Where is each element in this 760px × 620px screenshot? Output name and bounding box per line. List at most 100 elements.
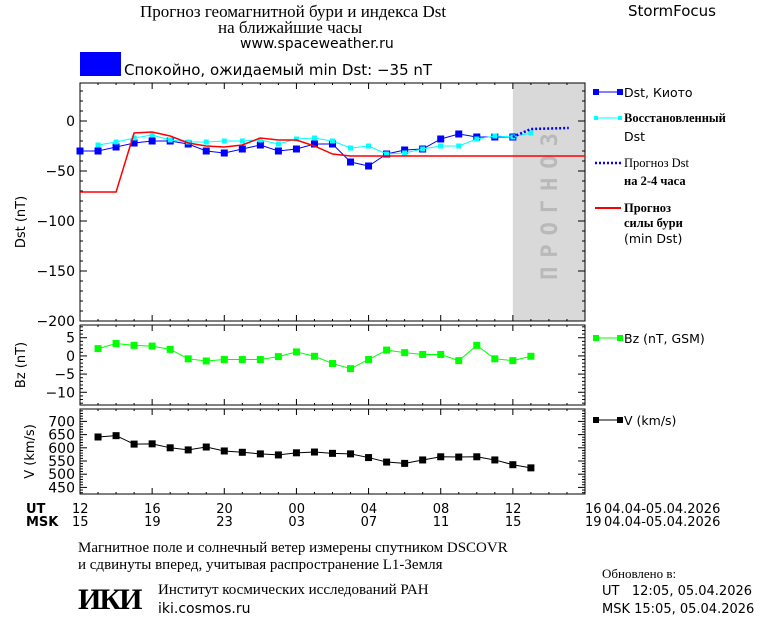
- updated-ut: UT 12:05, 05.04.2026: [602, 584, 753, 599]
- data-point: [492, 133, 498, 139]
- legend-swatch-marker: [593, 417, 599, 423]
- data-point: [310, 352, 318, 360]
- data-point: [184, 355, 192, 363]
- msk-date-range: 04.04-05.04.2026: [604, 515, 721, 530]
- x-tick-label: 12: [504, 502, 522, 517]
- data-point: [491, 456, 499, 464]
- y-tick-label: 550: [48, 454, 75, 470]
- data-point: [348, 145, 354, 151]
- data-point: [94, 345, 102, 353]
- data-point: [509, 461, 517, 469]
- legend-storm-1: Прогноз: [624, 201, 672, 215]
- data-point: [166, 345, 174, 353]
- data-point: [509, 357, 517, 365]
- y-tick-label: −200: [37, 314, 75, 330]
- data-point: [527, 352, 535, 360]
- updated-msk: MSK 15:05, 05.04.2026: [602, 602, 755, 617]
- y-axis-label: Dst (nT): [14, 196, 29, 248]
- data-point: [366, 143, 372, 149]
- y-tick-label: 450: [48, 480, 75, 496]
- data-point: [347, 365, 355, 373]
- data-point: [202, 443, 210, 451]
- data-point: [292, 348, 300, 356]
- data-point: [330, 138, 335, 144]
- y-axis-label: V (km/s): [23, 424, 38, 479]
- data-point: [365, 454, 373, 462]
- data-point: [401, 146, 409, 154]
- data-point: [256, 141, 264, 149]
- data-point: [112, 340, 120, 348]
- plot-frame: [79, 82, 586, 322]
- x-tick-label: 11: [432, 515, 450, 530]
- data-point: [420, 146, 426, 152]
- msk-axis-label: MSK: [26, 515, 59, 530]
- data-point: [401, 349, 409, 357]
- data-point: [455, 357, 463, 365]
- legend-storm-2: силы бури: [624, 216, 683, 230]
- chart-title: Прогноз геомагнитной бури и индекса Dst: [140, 2, 447, 21]
- x-tick-label: 08: [432, 502, 450, 517]
- y-tick-label: 500: [48, 467, 75, 483]
- data-point: [274, 353, 282, 361]
- data-point: [402, 150, 408, 156]
- data-point: [94, 147, 102, 155]
- data-point: [292, 145, 300, 153]
- y-tick-label: −50: [45, 164, 75, 180]
- data-point: [239, 138, 245, 144]
- data-point: [202, 357, 210, 365]
- data-point: [474, 136, 480, 142]
- data-point: [112, 432, 120, 440]
- x-tick-label: 00: [288, 502, 305, 517]
- y-tick-label: 700: [48, 414, 75, 430]
- site-link[interactable]: www.spaceweather.ru: [240, 36, 394, 52]
- x-tick-label: 12: [72, 502, 89, 517]
- series-line-3: [80, 131, 585, 193]
- data-point: [437, 453, 445, 461]
- data-point: [383, 458, 391, 466]
- data-point: [310, 140, 318, 148]
- updated-label: Обновлено в:: [602, 566, 677, 581]
- legend-swatch-marker: [617, 89, 623, 95]
- data-point: [274, 451, 282, 459]
- status-text: Спокойно, ожидаемый min Dst: −35 nT: [124, 61, 433, 79]
- data-point: [293, 136, 299, 142]
- data-point: [130, 341, 138, 349]
- legend-swatch-marker: [617, 417, 623, 423]
- y-tick-label: 600: [48, 441, 75, 457]
- data-point: [131, 135, 137, 141]
- data-point: [256, 356, 264, 364]
- y-tick-label: −150: [37, 264, 75, 280]
- data-point: [365, 356, 373, 364]
- data-point: [401, 459, 409, 467]
- data-point: [419, 456, 427, 464]
- data-point: [383, 346, 391, 354]
- legend-forecast-1: Прогноз Dst: [624, 156, 690, 170]
- x-tick-label: 15: [504, 515, 522, 530]
- data-point: [113, 139, 119, 145]
- data-point: [148, 342, 156, 350]
- series-line-2: [512, 126, 569, 139]
- data-point: [384, 151, 390, 157]
- legend-restored-1: Восстановленный: [624, 111, 726, 125]
- ut-axis-label: UT: [26, 502, 46, 517]
- data-point: [527, 464, 535, 472]
- data-point: [292, 449, 300, 457]
- y-tick-label: −10: [45, 385, 75, 401]
- x-tick-label: 19: [585, 515, 602, 530]
- x-tick-label: 19: [144, 515, 161, 530]
- legend-swatch-marker: [594, 116, 598, 120]
- footer-note-1: Магнитное поле и солнечный ветер измерен…: [78, 540, 508, 556]
- data-point: [473, 341, 481, 349]
- data-point: [473, 453, 481, 461]
- data-point: [456, 143, 462, 149]
- institute-site[interactable]: iki.cosmos.ru: [158, 601, 251, 617]
- y-tick-label: −5: [54, 367, 75, 383]
- data-point: [491, 355, 499, 363]
- data-point: [202, 147, 210, 155]
- data-point: [274, 147, 282, 155]
- data-point: [149, 132, 155, 138]
- data-point: [455, 130, 463, 138]
- x-tick-label: 03: [288, 515, 305, 530]
- data-point: [185, 139, 191, 145]
